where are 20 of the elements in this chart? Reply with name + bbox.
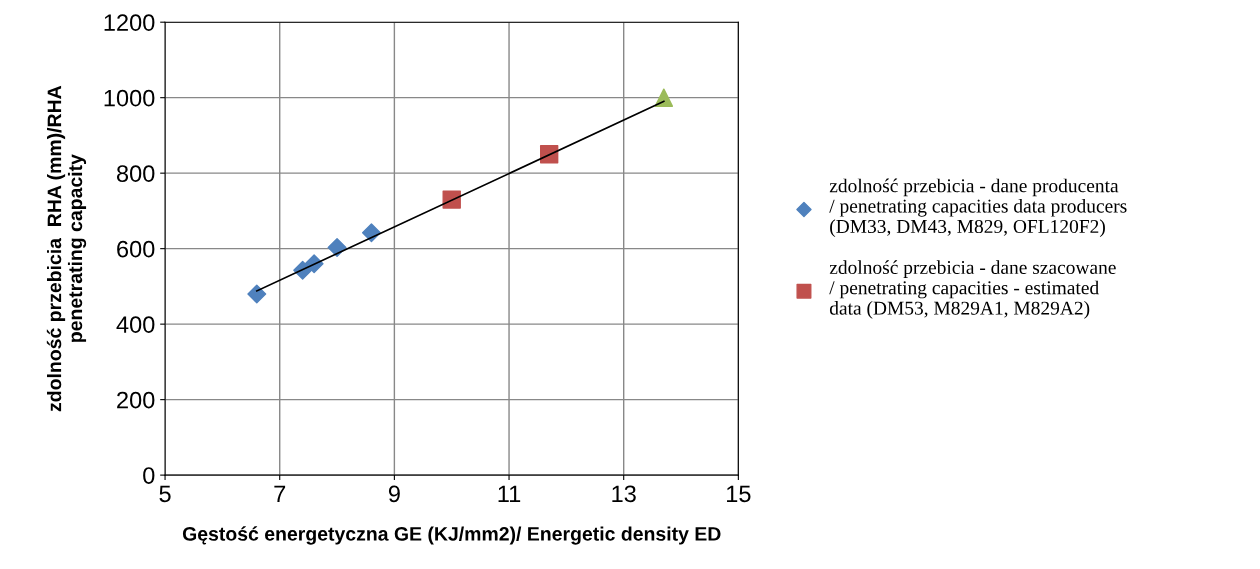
y-tick-label: 200 [117, 391, 155, 409]
point [247, 284, 267, 304]
x-tick-label: 5 [159, 485, 171, 503]
x-tick-label: 15 [727, 485, 751, 503]
y-tick-label: 400 [116, 316, 155, 333]
x-tick-label: 9 [388, 485, 400, 503]
y-axis-title: zdolność przebicia RHA (mm)/RHA penetrating capacity [46, 85, 87, 412]
y-tick-label: 0 [143, 467, 155, 484]
x-tick-label: 11 [498, 485, 521, 502]
x-axis-title: Gęstość energetyczna GE (KJ/mm2)/ Energetic density ED [182, 526, 721, 545]
point [327, 238, 347, 257]
x-tick-label: 13 [612, 485, 636, 503]
point [654, 88, 674, 107]
legend-label: zdolność przebicia - dane szacowane / penetrating capacities - estimated data (DM53, M829A1, M829A2) [829, 260, 1116, 319]
legend-label: zdolność przebicia - dane producenta / penetrating capacities data producers (DM33, DM43, M829, OFL120F2) [829, 178, 1127, 237]
x-tick-label: 7 [274, 485, 286, 502]
y-tick-label: 1200 [104, 14, 155, 31]
y-tick-label: 1000 [104, 89, 155, 107]
y-tick-label: 800 [116, 165, 155, 182]
y-tick-label: 600 [117, 240, 155, 258]
